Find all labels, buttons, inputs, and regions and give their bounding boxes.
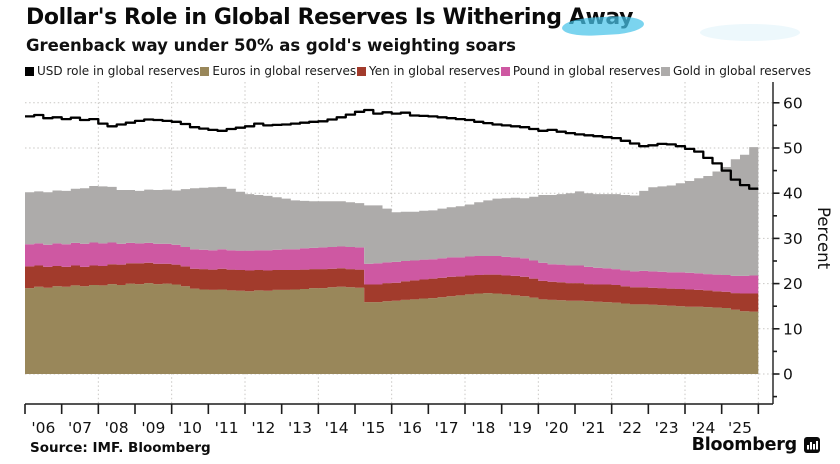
legend-marker-pound-icon xyxy=(500,66,510,76)
legend-item-usd: USD role in global reserves xyxy=(25,64,200,78)
y-tick-label: 30 xyxy=(783,230,803,248)
chart-title: Dollar's Role in Global Reserves Is With… xyxy=(26,5,634,30)
x-tick-label: '12 xyxy=(251,419,275,437)
x-axis-labels: '06 '07 '08 '09 '10 '11 '12 '13 '14 '15 '16 '17 '18 '… xyxy=(31,419,752,437)
area-gold xyxy=(25,147,759,276)
y-axis-labels: 0 10 20 30 40 50 60 Percent xyxy=(773,94,833,398)
bloomberg-logo: Bloomberg xyxy=(692,435,820,455)
y-tick-label: 10 xyxy=(783,320,803,338)
x-tick-label: '13 xyxy=(288,419,312,437)
legend-marker-euros-icon xyxy=(200,66,210,76)
x-tick-label: '10 xyxy=(178,419,202,437)
y-tick-label: 0 xyxy=(783,366,793,384)
x-tick-label: '09 xyxy=(141,419,165,437)
legend-label-usd: USD role in global reserves xyxy=(37,64,200,78)
x-tick-label: '18 xyxy=(471,419,495,437)
legend-marker-yen-icon xyxy=(356,66,366,76)
legend-item-yen: Yen in global reserves xyxy=(356,64,501,78)
legend-label-euros: Euros in global reserves xyxy=(212,64,357,78)
x-tick-label: '17 xyxy=(435,419,459,437)
axes xyxy=(24,82,774,414)
x-tick-label: '24 xyxy=(691,419,715,437)
x-tick-label: '15 xyxy=(361,419,385,437)
y-tick-label: 60 xyxy=(783,94,803,112)
highlighted-word: Away xyxy=(568,5,634,30)
x-tick-label: '19 xyxy=(508,419,532,437)
bloomberg-logo-text: Bloomberg xyxy=(691,435,798,455)
area-pound xyxy=(25,242,759,294)
source-note: Source: IMF. Bloomberg xyxy=(30,440,211,456)
legend: USD role in global reserves Euros in glo… xyxy=(25,64,811,78)
x-tick-label: '14 xyxy=(325,419,349,437)
legend-marker-gold-icon xyxy=(661,66,671,76)
x-tick-label: '25 xyxy=(728,419,752,437)
marker-smudge xyxy=(700,24,800,41)
y-tick-label: 50 xyxy=(783,140,803,158)
area-yen xyxy=(25,262,759,312)
legend-item-euros: Euros in global reserves xyxy=(200,64,356,78)
usd-line-group xyxy=(25,108,759,190)
x-tick-label: '21 xyxy=(581,419,605,437)
legend-label-gold: Gold in global reserves xyxy=(673,64,811,78)
stacked-areas xyxy=(25,147,759,374)
area-euros xyxy=(25,283,759,374)
x-tick-label: '06 xyxy=(31,419,55,437)
y-tick-label: 20 xyxy=(783,275,803,293)
x-tick-label: '23 xyxy=(655,419,679,437)
usd-line xyxy=(25,108,759,190)
x-tick-label: '07 xyxy=(68,419,92,437)
legend-label-yen: Yen in global reserves xyxy=(368,64,501,78)
chart-title-text: Dollar's Role in Global Reserves Is With… xyxy=(26,5,569,30)
x-tick-label: '11 xyxy=(215,419,239,437)
legend-label-pound: Pound in global reserves xyxy=(512,64,661,78)
x-tick-label: '20 xyxy=(545,419,569,437)
x-tick-label: '08 xyxy=(105,419,129,437)
x-tick-label: '22 xyxy=(618,419,642,437)
chart-subtitle: Greenback way under 50% as gold's weight… xyxy=(26,36,516,55)
legend-marker-usd-icon xyxy=(25,66,34,76)
y-axis-title: Percent xyxy=(814,207,833,270)
y-tick-label: 40 xyxy=(783,185,803,203)
legend-item-pound: Pound in global reserves xyxy=(500,64,661,78)
bloomberg-logo-icon xyxy=(804,437,820,453)
legend-item-gold: Gold in global reserves xyxy=(661,64,811,78)
x-tick-label: '16 xyxy=(398,419,422,437)
